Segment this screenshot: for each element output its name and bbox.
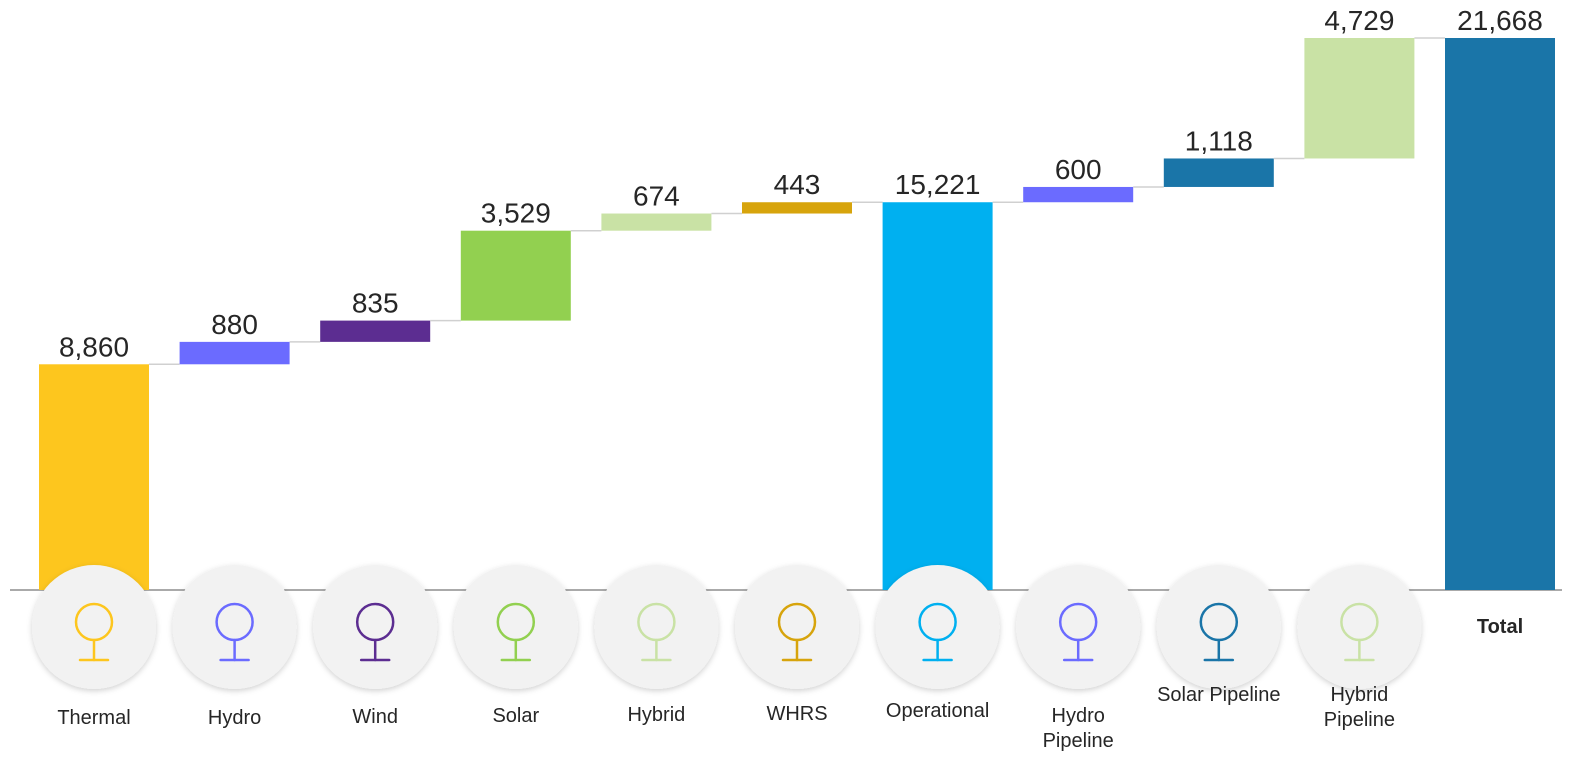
category-label: Hydro Pipeline — [1042, 705, 1114, 752]
bar — [1163, 158, 1274, 187]
value-label: 3,529 — [481, 198, 551, 229]
value-label: 443 — [774, 169, 821, 200]
icon — [637, 602, 676, 662]
icon — [1340, 602, 1379, 662]
bar — [320, 320, 431, 342]
value-label: 674 — [633, 181, 680, 212]
icon-badge — [313, 565, 438, 689]
icon-badge — [172, 565, 297, 689]
bar — [882, 202, 993, 590]
bar — [1304, 38, 1415, 159]
bar — [179, 341, 290, 365]
icon — [496, 602, 536, 662]
icon — [1199, 602, 1239, 662]
bar — [460, 230, 571, 321]
value-label: 600 — [1055, 154, 1102, 185]
category-label: Hybrid Pipeline — [1323, 684, 1395, 731]
icon-badge — [735, 565, 859, 689]
bar — [39, 364, 149, 590]
icon — [355, 602, 395, 662]
icon-badge — [32, 565, 156, 689]
category-label: Wind — [352, 706, 398, 728]
bar — [742, 202, 852, 214]
value-label: 1,118 — [1185, 125, 1253, 156]
value-label: 4,729 — [1324, 5, 1394, 36]
value-label: 21,668 — [1457, 5, 1543, 36]
category-label: Solar — [492, 705, 540, 727]
category-label: Total — [1476, 616, 1524, 638]
category-label: WHRS — [766, 703, 828, 725]
bar — [1445, 38, 1555, 590]
category-label: Operational — [885, 700, 990, 722]
value-label: 880 — [211, 309, 258, 340]
icon — [918, 602, 957, 662]
bar — [1023, 186, 1134, 203]
icon-badge — [594, 565, 719, 689]
category-label: Solar Pipeline — [1157, 684, 1281, 706]
category-label: Hybrid — [627, 704, 686, 726]
value-label: 835 — [352, 288, 399, 319]
icon — [1058, 602, 1098, 662]
category-label: Hydro — [207, 707, 262, 729]
icon — [777, 602, 817, 662]
icon-badge — [1297, 565, 1422, 689]
icon-badge — [453, 565, 578, 689]
category-label: Thermal — [57, 707, 131, 729]
icon — [215, 602, 254, 662]
icon-badge — [1016, 565, 1141, 689]
value-label: 15,221 — [895, 169, 981, 200]
icon — [74, 602, 114, 662]
bar — [601, 213, 712, 231]
icon-badge — [875, 565, 1000, 689]
icon-badge — [1156, 565, 1281, 689]
value-label: 8,860 — [59, 331, 129, 362]
